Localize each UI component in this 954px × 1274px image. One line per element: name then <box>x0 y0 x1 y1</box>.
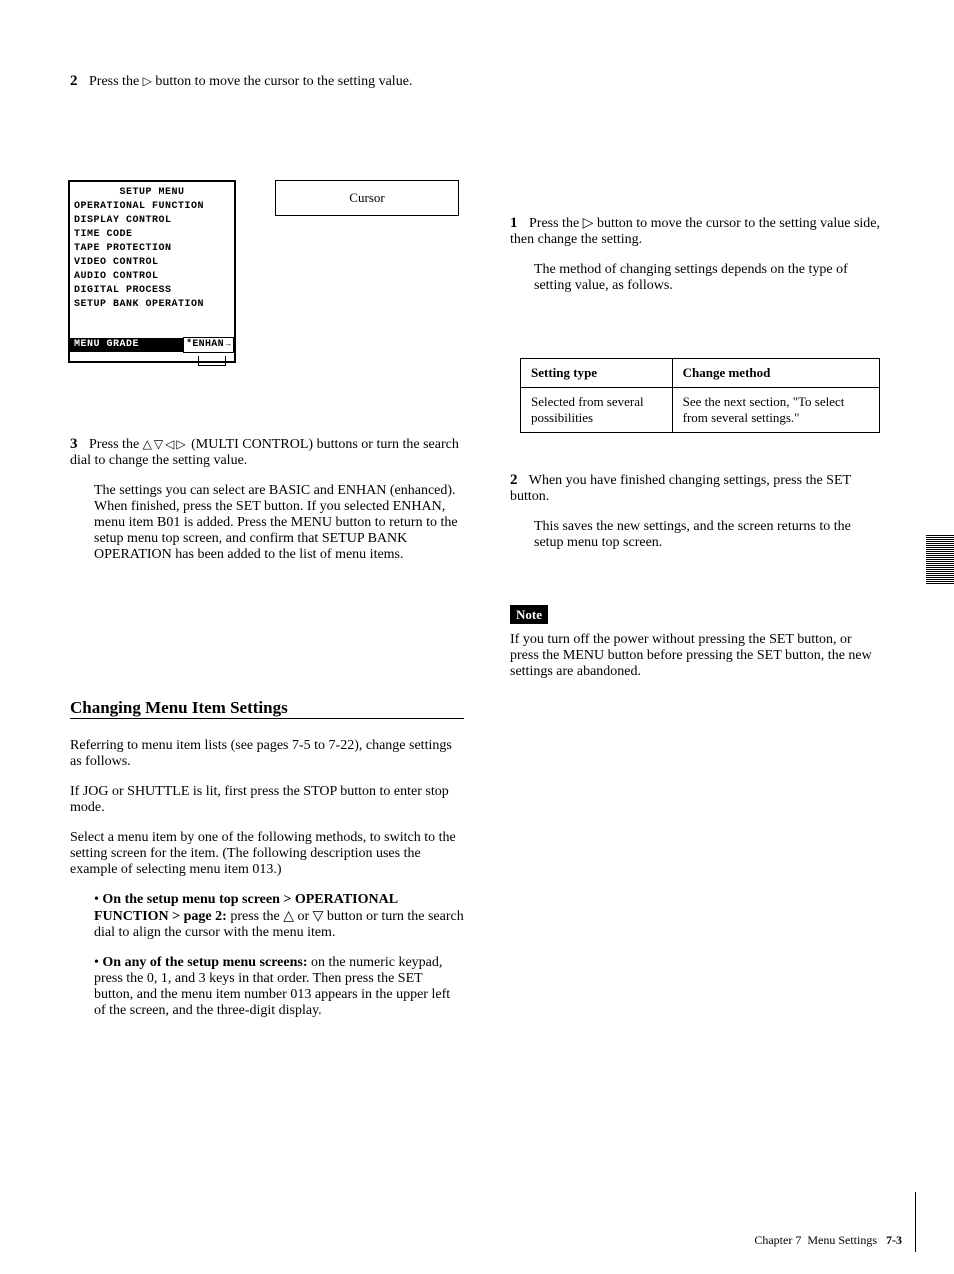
setup-menu-box: SETUP MENU OPERATIONAL FUNCTION DISPLAY … <box>68 180 236 363</box>
chapter-tab-marker <box>926 534 954 584</box>
right-step2-block: 2 When you have finished changing settin… <box>510 472 880 551</box>
note-text: If you turn off the power without pressi… <box>510 632 880 680</box>
page-vertical-line <box>915 1192 916 1252</box>
lower-bullet2-label: On any of the setup menu screens: <box>102 955 307 970</box>
menu-item-2: TIME CODE <box>70 228 234 242</box>
lower-para1: Referring to menu item lists (see pages … <box>70 738 464 770</box>
cursor-label: Cursor <box>349 190 384 206</box>
lower-left-column: Referring to menu item lists (see pages … <box>70 738 464 1033</box>
step3-block: 3 Press the △▽◁▷ (MULTI CONTROL) buttons… <box>70 436 464 563</box>
right-step2-number: 2 <box>510 472 518 488</box>
note-block: Note If you turn off the power without p… <box>510 607 880 680</box>
right-arrow-icon: ▷ <box>143 74 152 88</box>
section-separator <box>70 718 464 719</box>
right-arrow-small-icon: → <box>226 338 231 352</box>
footer-title: Menu Settings <box>807 1233 877 1247</box>
step2-number: 2 <box>70 73 78 89</box>
table-cell-0-1: See the next section, "To select from se… <box>672 388 879 433</box>
menu-item-3: TAPE PROTECTION <box>70 242 234 256</box>
right-step1-block: 1 Press the ▷ button to move the cursor … <box>510 215 880 294</box>
section-title: Changing Menu Item Settings <box>70 698 288 718</box>
table-cell-0-0: Selected from several possibilities <box>521 388 673 433</box>
menu-item-0: OPERATIONAL FUNCTION <box>70 200 234 214</box>
setting-type-table: Setting type Change method Selected from… <box>520 358 880 433</box>
lower-para2: If JOG or SHUTTLE is lit, first press th… <box>70 784 464 816</box>
right-step1-number: 1 <box>510 215 518 231</box>
multi-arrow-icons: △▽◁▷ <box>143 437 188 451</box>
footer-page: 7-3 <box>886 1233 902 1247</box>
cursor-callout: Cursor <box>275 180 459 216</box>
menu-title: SETUP MENU <box>70 186 234 200</box>
table-header-0: Setting type <box>521 359 673 388</box>
menu-tab-decoration <box>198 356 226 366</box>
step2-text-part1: Press the <box>89 74 143 89</box>
menu-item-1: DISPLAY CONTROL <box>70 214 234 228</box>
menu-grade-row: MENU GRADE *ENHAN → <box>70 337 234 353</box>
lower-bullet1: • On the setup menu top screen > OPERATI… <box>94 892 464 941</box>
step3-text1: Press the <box>89 437 143 452</box>
table-header-1: Change method <box>672 359 879 388</box>
menu-item-6: DIGITAL PROCESS <box>70 284 234 298</box>
page-footer: Chapter 7 Menu Settings 7-3 <box>754 1233 902 1248</box>
step2-text-part2: button to move the cursor to the setting… <box>152 74 413 89</box>
right-step2-text1: When you have finished changing settings… <box>510 473 851 504</box>
note-label: Note <box>510 605 548 624</box>
menu-item-7: SETUP BANK OPERATION <box>70 298 234 312</box>
right-step1-para: The method of changing settings depends … <box>534 262 880 294</box>
step2-header: 2 Press the ▷ button to move the cursor … <box>70 73 464 90</box>
step3-paragraph: The settings you can select are BASIC an… <box>94 483 464 563</box>
menu-grade-label: MENU GRADE <box>70 338 183 352</box>
menu-item-4: VIDEO CONTROL <box>70 256 234 270</box>
menu-grade-value: *ENHAN → <box>183 337 234 353</box>
footer-chapter: Chapter 7 <box>754 1233 801 1247</box>
menu-item-5: AUDIO CONTROL <box>70 270 234 284</box>
right-step1-text1: Press the <box>529 216 583 231</box>
lower-para3: Select a menu item by one of the followi… <box>70 830 464 878</box>
lower-bullet2: • On any of the setup menu screens: on t… <box>94 955 464 1019</box>
right-arrow-icon-2: ▷ <box>583 216 594 231</box>
menu-grade-value-text: *ENHAN <box>186 338 224 352</box>
step3-number: 3 <box>70 436 78 452</box>
right-step2-para: This saves the new settings, and the scr… <box>534 519 880 551</box>
